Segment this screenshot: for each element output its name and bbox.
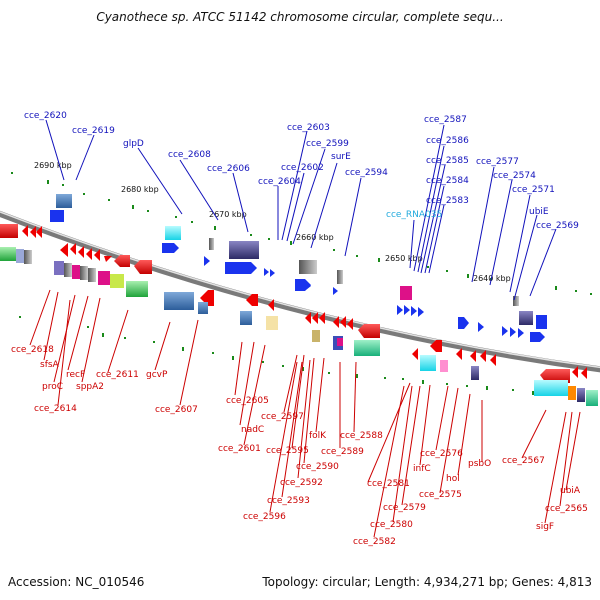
gene-label[interactable]: cce_2565 bbox=[545, 504, 588, 514]
gene-label[interactable]: cce_2608 bbox=[168, 150, 211, 160]
gene-label[interactable]: cce_2593 bbox=[267, 496, 310, 506]
gene-label[interactable]: cce_2586 bbox=[426, 136, 469, 146]
gene-label[interactable]: cce_2620 bbox=[24, 111, 67, 121]
gene-label[interactable]: cce_2618 bbox=[11, 345, 54, 355]
gene-label[interactable]: cce_2597 bbox=[261, 412, 304, 422]
gene-label[interactable]: gcvP bbox=[146, 370, 168, 380]
gene-label[interactable]: cce_2577 bbox=[476, 157, 519, 167]
bottom-gene-labels: cce_2618 sfsA proC recF sppA2 cce_2611 c… bbox=[11, 345, 588, 547]
gene-label[interactable]: cce_2592 bbox=[280, 478, 323, 488]
gene-label[interactable]: recF bbox=[66, 370, 85, 380]
bottom-leader-lines bbox=[29, 289, 581, 538]
gene-label[interactable]: cce_2571 bbox=[512, 185, 555, 195]
accession-text: Accession: NC_010546 bbox=[8, 575, 145, 589]
top-leader-lines bbox=[45, 119, 557, 301]
gene-label[interactable]: cce_2579 bbox=[383, 503, 426, 513]
gene-label[interactable]: cce_2580 bbox=[370, 520, 413, 530]
gene-label[interactable]: cce_2594 bbox=[345, 168, 388, 178]
gene-label[interactable]: sfsA bbox=[40, 360, 60, 370]
gene-label[interactable]: cce_2607 bbox=[155, 405, 198, 415]
gene-label[interactable]: cce_2601 bbox=[218, 444, 261, 454]
gene-label[interactable]: cce_2614 bbox=[34, 404, 77, 414]
gene-label[interactable]: psbO bbox=[468, 459, 491, 469]
gene-label[interactable]: cce_2606 bbox=[207, 164, 250, 174]
gene-label[interactable]: cce_2595 bbox=[266, 446, 309, 456]
gene-label[interactable]: cce_2602 bbox=[281, 163, 324, 173]
top-gene-labels: cce_2620 cce_2619 glpD cce_2608 cce_2606… bbox=[24, 111, 579, 231]
reverse-strand-features[interactable] bbox=[0, 224, 598, 406]
gene-label[interactable]: cce_2585 bbox=[426, 156, 469, 166]
gene-label[interactable]: folK bbox=[309, 431, 327, 441]
scale-label: 2690 kbp bbox=[34, 161, 72, 170]
gene-label[interactable]: proC bbox=[42, 382, 63, 392]
gene-label[interactable]: cce_2567 bbox=[502, 456, 545, 466]
gene-label[interactable]: cce_2569 bbox=[536, 221, 579, 231]
gene-label[interactable]: cce_2605 bbox=[226, 396, 269, 406]
gene-label[interactable]: cce_2619 bbox=[72, 126, 115, 136]
gene-label[interactable]: cce_2590 bbox=[296, 462, 339, 472]
scale-label: 2670 kbp bbox=[209, 210, 247, 219]
gene-label[interactable]: cce_2604 bbox=[258, 177, 301, 187]
gene-label[interactable]: cce_2575 bbox=[419, 490, 462, 500]
gene-label[interactable]: cce_2596 bbox=[243, 512, 286, 522]
gene-label[interactable]: infC bbox=[413, 464, 431, 474]
gene-label[interactable]: nadC bbox=[241, 425, 264, 435]
gene-label[interactable]: glpD bbox=[123, 139, 144, 149]
gene-label[interactable]: cce_2588 bbox=[340, 431, 383, 441]
gene-label[interactable]: hol bbox=[446, 474, 460, 484]
sequence-summary: Topology: circular; Length: 4,934,271 bp… bbox=[262, 575, 592, 589]
gene-label[interactable]: cce_2582 bbox=[353, 537, 396, 547]
forward-strand-features[interactable] bbox=[50, 194, 547, 342]
gene-label[interactable]: surE bbox=[331, 152, 351, 162]
gene-label[interactable]: cce_2587 bbox=[424, 115, 467, 125]
chromosome-backbone-highlight bbox=[0, 211, 600, 369]
gene-label[interactable]: ubiA bbox=[560, 486, 581, 496]
gene-label[interactable]: sppA2 bbox=[76, 382, 104, 392]
gene-label[interactable]: cce_2574 bbox=[493, 171, 536, 181]
map-title: Cyanothece sp. ATCC 51142 chromosome cir… bbox=[96, 10, 504, 24]
gene-label[interactable]: cce_2576 bbox=[420, 449, 463, 459]
scale-label: 2650 kbp bbox=[385, 254, 423, 263]
gene-label[interactable]: cce_2589 bbox=[321, 447, 364, 457]
gene-label[interactable]: cce_2611 bbox=[96, 370, 139, 380]
gene-label[interactable]: ubiE bbox=[529, 207, 549, 217]
rna-label[interactable]: cce_RNA035 bbox=[386, 210, 442, 220]
inner-scale-ring bbox=[19, 316, 582, 395]
scale-label: 2680 kbp bbox=[121, 185, 159, 194]
scale-label: 2660 kbp bbox=[296, 233, 334, 242]
gene-label[interactable]: cce_2584 bbox=[426, 176, 469, 186]
gene-label[interactable]: cce_2603 bbox=[287, 123, 330, 133]
gene-label[interactable]: cce_2599 bbox=[306, 139, 349, 149]
gene-label[interactable]: cce_2583 bbox=[426, 196, 469, 206]
gene-label[interactable]: cce_2581 bbox=[367, 479, 410, 489]
chromosome-backbone bbox=[0, 210, 600, 373]
gene-label[interactable]: sigF bbox=[536, 522, 554, 532]
